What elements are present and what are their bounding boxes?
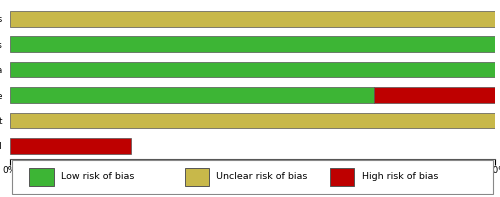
FancyBboxPatch shape [30,168,54,186]
Bar [10,138,131,154]
Bar [10,62,495,77]
Bar [10,112,495,128]
Bar [10,11,495,27]
Bar [374,87,495,103]
FancyBboxPatch shape [12,160,492,194]
Text: High risk of bias: High risk of bias [362,172,438,181]
Bar [10,36,495,52]
Text: Unclear risk of bias: Unclear risk of bias [216,172,308,181]
Bar [10,87,374,103]
Text: Low risk of bias: Low risk of bias [61,172,134,181]
FancyBboxPatch shape [330,168,354,186]
FancyBboxPatch shape [184,168,209,186]
